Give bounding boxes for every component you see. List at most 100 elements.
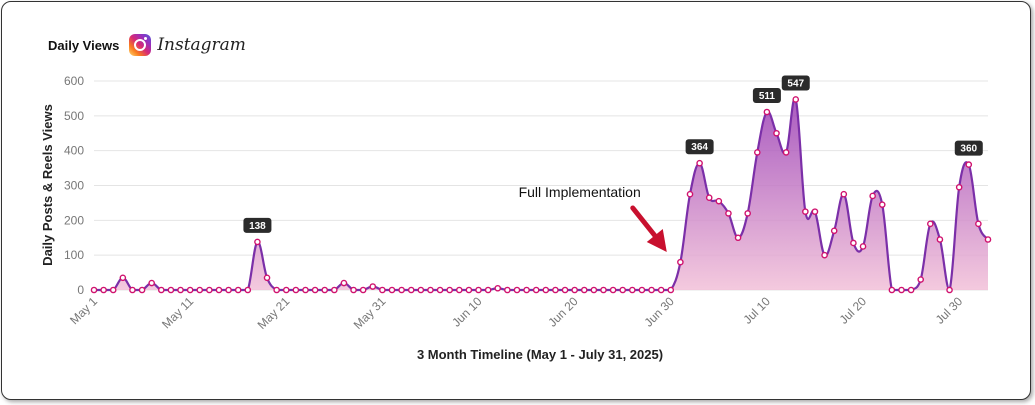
data-point bbox=[263, 274, 271, 282]
data-label: 360 bbox=[954, 140, 983, 156]
data-point bbox=[763, 108, 771, 116]
data-point bbox=[417, 286, 425, 294]
annotations: Full Implementation bbox=[519, 184, 667, 252]
data-label-bg bbox=[752, 88, 781, 104]
data-point bbox=[705, 194, 713, 201]
x-tick-label: Jul 30 bbox=[933, 294, 966, 327]
data-point bbox=[379, 286, 386, 294]
data-point bbox=[946, 286, 953, 294]
data-point bbox=[830, 227, 838, 235]
annotation-text: Full Implementation bbox=[519, 184, 641, 200]
data-point bbox=[254, 238, 261, 246]
data-label: 138 bbox=[243, 217, 272, 233]
data-point bbox=[580, 286, 588, 294]
data-point bbox=[206, 286, 213, 294]
x-tick-label: Jun 30 bbox=[642, 294, 678, 330]
data-point bbox=[792, 96, 800, 103]
data-point bbox=[609, 286, 617, 294]
data-point bbox=[600, 286, 607, 294]
data-point bbox=[244, 286, 252, 294]
data-label-text: 360 bbox=[960, 144, 977, 155]
data-point bbox=[802, 208, 809, 215]
data-point bbox=[850, 239, 857, 247]
data-point bbox=[321, 286, 329, 294]
data-point bbox=[398, 286, 405, 294]
data-point bbox=[100, 286, 107, 294]
data-point bbox=[436, 286, 444, 294]
data-point bbox=[744, 210, 751, 217]
data-point bbox=[782, 149, 790, 156]
data-point bbox=[311, 286, 319, 294]
data-label-bg bbox=[685, 139, 714, 155]
data-point bbox=[523, 286, 530, 294]
data-label-text: 138 bbox=[249, 221, 266, 232]
data-point bbox=[975, 220, 982, 228]
data-point bbox=[907, 286, 915, 294]
data-point bbox=[138, 286, 146, 294]
data-point bbox=[225, 286, 232, 294]
data-point bbox=[773, 129, 780, 137]
y-tick-label: 400 bbox=[64, 144, 84, 158]
area-fill bbox=[94, 98, 988, 290]
y-axis-ticks: 0 100 200 300 400 500 600 bbox=[64, 74, 84, 297]
data-label: 511 bbox=[752, 88, 781, 104]
data-point bbox=[90, 286, 98, 294]
data-point bbox=[350, 286, 357, 294]
data-point bbox=[177, 286, 184, 294]
data-point bbox=[148, 279, 155, 287]
data-point bbox=[407, 286, 415, 294]
x-tick-label: May 21 bbox=[255, 294, 293, 332]
data-point bbox=[648, 286, 655, 294]
data-point bbox=[552, 286, 559, 294]
data-point bbox=[696, 159, 703, 167]
data-point bbox=[234, 286, 242, 294]
data-point bbox=[465, 286, 473, 294]
y-tick-label: 600 bbox=[64, 74, 84, 88]
data-label-text: 547 bbox=[787, 78, 804, 89]
data-point bbox=[715, 197, 723, 205]
data-points bbox=[90, 96, 992, 294]
data-point bbox=[629, 286, 636, 294]
data-point bbox=[686, 190, 694, 198]
data-point bbox=[109, 286, 117, 294]
data-point bbox=[513, 286, 521, 294]
data-point bbox=[878, 201, 886, 208]
data-point bbox=[292, 286, 300, 294]
data-point bbox=[484, 286, 492, 294]
x-tick-label: May 31 bbox=[351, 294, 389, 332]
y-axis-title: Daily Posts & Reels Views bbox=[40, 104, 55, 266]
data-label: 364 bbox=[685, 139, 714, 155]
data-point bbox=[119, 274, 127, 282]
data-point bbox=[359, 286, 367, 294]
platform-label: Instagram bbox=[157, 35, 246, 55]
chart-header: Daily Views Instagram bbox=[48, 34, 246, 56]
data-point bbox=[427, 286, 434, 294]
y-tick-label: 200 bbox=[64, 213, 84, 227]
data-point bbox=[725, 210, 732, 217]
x-tick-label: Jun 10 bbox=[449, 294, 485, 330]
data-point bbox=[532, 286, 540, 294]
data-point bbox=[504, 286, 511, 294]
data-point bbox=[215, 286, 223, 294]
x-tick-label: May 1 bbox=[67, 294, 100, 327]
data-point bbox=[840, 190, 848, 198]
chart-title: Daily Views bbox=[48, 37, 120, 53]
y-tick-label: 500 bbox=[64, 109, 84, 123]
data-point bbox=[936, 236, 944, 243]
x-axis-title: 3 Month Timeline (May 1 - July 31, 2025) bbox=[417, 347, 663, 362]
data-point bbox=[561, 286, 569, 294]
data-point bbox=[446, 286, 453, 294]
data-point bbox=[331, 286, 338, 294]
data-point bbox=[657, 286, 665, 294]
data-point bbox=[955, 183, 963, 191]
data-point bbox=[869, 192, 876, 200]
data-point bbox=[157, 286, 165, 294]
y-tick-label: 0 bbox=[77, 283, 84, 297]
data-point bbox=[619, 286, 627, 294]
data-point bbox=[186, 286, 194, 294]
data-label-text: 364 bbox=[691, 142, 708, 153]
data-point bbox=[638, 286, 646, 294]
data-point bbox=[455, 286, 463, 294]
x-axis-ticks: May 1 May 11 May 21 May 31 Jun 10 Jun 20 Jun 3… bbox=[67, 294, 965, 332]
